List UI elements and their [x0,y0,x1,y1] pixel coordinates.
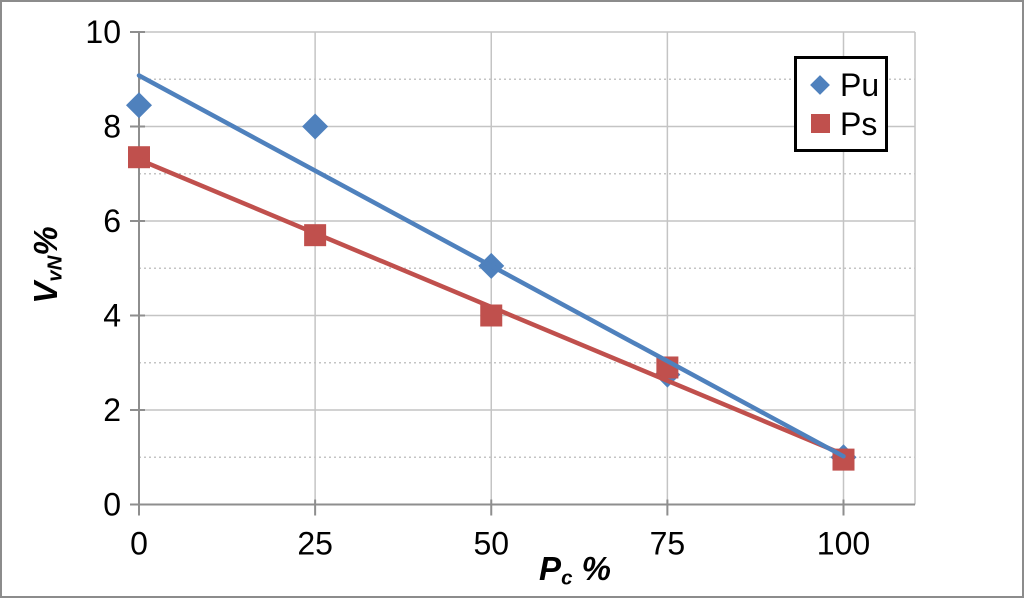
svg-text:0: 0 [130,526,148,562]
svg-text:0: 0 [103,487,121,523]
x-axis-title-subscript: c [561,566,573,590]
legend-label-pu: Pu [840,66,880,103]
svg-text:75: 75 [650,526,686,562]
y-axis-title: VvN% [27,209,67,321]
svg-text:4: 4 [103,298,121,334]
y-axis-title-suffix: % [27,226,64,256]
svg-text:8: 8 [103,109,121,145]
svg-text:50: 50 [473,526,509,562]
legend-label-ps: Ps [840,105,878,142]
ps-square-icon [809,113,831,135]
x-axis-title-main: P [539,550,562,587]
svg-text:6: 6 [103,203,121,239]
svg-text:2: 2 [103,392,121,428]
svg-text:25: 25 [297,526,333,562]
legend: Pu Ps [794,56,888,152]
x-axis-title: Pc % [500,550,650,588]
y-axis-title-main: V [27,281,64,304]
pu-diamond-icon [809,74,831,96]
x-axis-title-suffix: % [572,550,611,587]
y-axis-title-subscript: vN [43,255,67,282]
legend-item-pu: Pu [809,69,885,101]
legend-item-ps: Ps [809,108,885,140]
svg-text:10: 10 [85,14,121,50]
svg-text:100: 100 [817,526,870,562]
